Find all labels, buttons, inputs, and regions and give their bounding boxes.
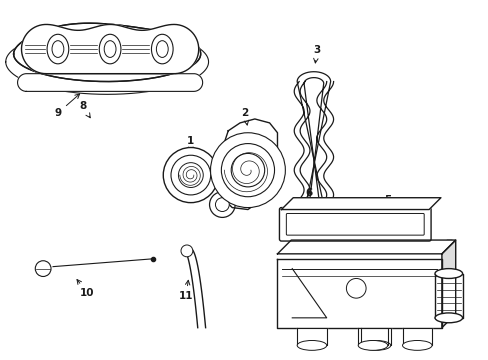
Text: 4: 4 — [219, 183, 226, 197]
Polygon shape — [402, 328, 431, 345]
Polygon shape — [277, 240, 455, 254]
Circle shape — [35, 261, 51, 276]
Circle shape — [221, 144, 274, 197]
Polygon shape — [358, 328, 387, 345]
Text: 8: 8 — [79, 101, 90, 118]
Polygon shape — [14, 23, 200, 82]
Ellipse shape — [47, 34, 69, 64]
Circle shape — [215, 198, 229, 212]
Polygon shape — [294, 72, 333, 239]
Ellipse shape — [151, 34, 173, 64]
Ellipse shape — [52, 41, 64, 58]
Polygon shape — [434, 274, 462, 318]
Polygon shape — [18, 74, 202, 91]
Text: 3: 3 — [313, 45, 320, 63]
Text: 1: 1 — [187, 136, 194, 152]
Text: 11: 11 — [178, 280, 193, 301]
Ellipse shape — [434, 269, 462, 278]
Circle shape — [171, 155, 210, 195]
Text: 10: 10 — [77, 280, 95, 298]
Circle shape — [178, 163, 203, 188]
Ellipse shape — [156, 41, 168, 58]
Text: 7: 7 — [444, 239, 451, 255]
Circle shape — [231, 153, 264, 187]
Text: 9: 9 — [54, 94, 80, 118]
Polygon shape — [441, 240, 455, 328]
Circle shape — [210, 133, 285, 208]
Polygon shape — [281, 198, 440, 210]
Ellipse shape — [104, 41, 116, 58]
Polygon shape — [361, 328, 390, 345]
Text: 6: 6 — [305, 188, 335, 212]
Ellipse shape — [297, 341, 326, 350]
Ellipse shape — [358, 341, 387, 350]
Circle shape — [209, 192, 235, 217]
Polygon shape — [292, 269, 326, 318]
Ellipse shape — [434, 313, 462, 323]
Polygon shape — [218, 119, 277, 210]
FancyBboxPatch shape — [286, 213, 423, 235]
Ellipse shape — [361, 341, 390, 350]
Text: 2: 2 — [241, 108, 248, 125]
Circle shape — [181, 245, 192, 257]
Ellipse shape — [99, 34, 121, 64]
Polygon shape — [21, 24, 198, 74]
Polygon shape — [183, 249, 205, 328]
Circle shape — [163, 148, 218, 203]
Ellipse shape — [402, 341, 431, 350]
Polygon shape — [277, 259, 441, 328]
FancyBboxPatch shape — [279, 208, 430, 241]
Circle shape — [346, 278, 366, 298]
Polygon shape — [297, 328, 326, 345]
Text: 5: 5 — [364, 195, 390, 250]
